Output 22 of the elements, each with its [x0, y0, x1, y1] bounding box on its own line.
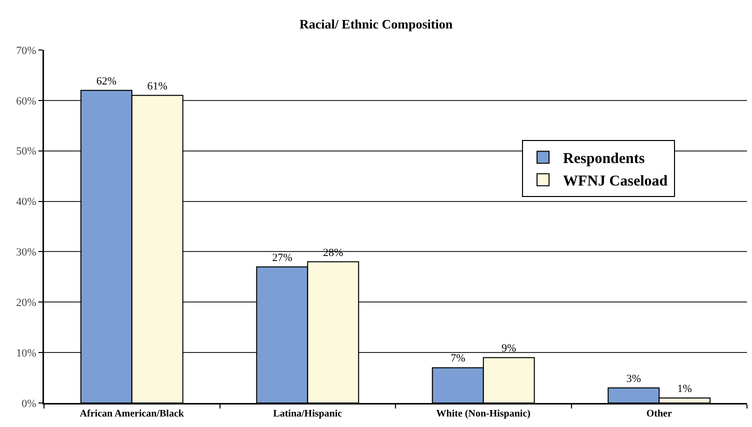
data-label: 62%: [96, 75, 116, 88]
chart-title: Racial/ Ethnic Composition: [299, 16, 454, 32]
data-label: 1%: [677, 382, 692, 395]
x-tick-label: Other: [646, 408, 672, 420]
y-tick-label: 60%: [16, 95, 36, 108]
data-label: 7%: [450, 352, 466, 365]
legend-label: Respondents: [563, 151, 645, 168]
y-tick-label: 10%: [16, 347, 36, 360]
y-tick-label: 70%: [16, 44, 36, 57]
y-tick-label: 20%: [16, 296, 36, 309]
x-tick-label: African American/Black: [80, 408, 184, 420]
y-tick-label: 40%: [16, 196, 36, 208]
y-tick-label: 0%: [22, 398, 36, 410]
y-tick-label: 50%: [16, 146, 36, 158]
x-tick-label: White (Non-Hispanic): [436, 408, 530, 420]
y-tick-label: 30%: [16, 246, 36, 259]
data-label: 61%: [147, 80, 168, 92]
data-label: 3%: [626, 372, 641, 385]
legend-label: WFNJ Caseload: [563, 174, 668, 190]
x-tick-label: Latina/Hispanic: [273, 408, 343, 420]
data-label: 27%: [272, 252, 292, 264]
data-label: 9%: [502, 342, 516, 355]
